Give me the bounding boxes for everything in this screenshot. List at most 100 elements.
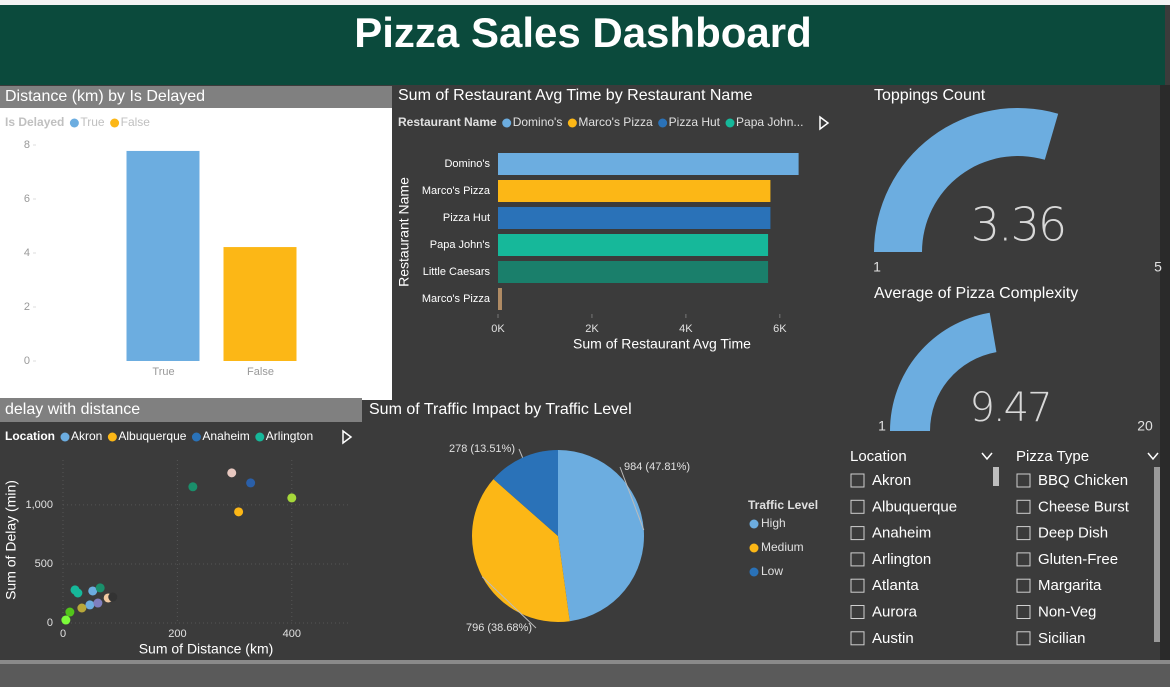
- gauge-value: 3.36: [971, 198, 1065, 252]
- x-tick-label: 200: [168, 628, 186, 640]
- legend-label: High: [761, 516, 786, 530]
- x-tick-label: 4K: [679, 323, 693, 335]
- pie-slice: [558, 450, 644, 622]
- slicer-title: Location: [850, 448, 907, 465]
- bar: [498, 261, 769, 283]
- slicer-item: Gluten-Free: [1038, 551, 1118, 568]
- y-tick-label: 6: [24, 193, 30, 205]
- bar: [498, 153, 799, 175]
- bar: [498, 288, 502, 310]
- legend-label: Domino's: [513, 115, 563, 129]
- x-tick-label: 2K: [585, 323, 599, 335]
- checkbox: [1016, 473, 1031, 488]
- legend-label: True: [80, 115, 105, 129]
- legend-marker: [749, 543, 759, 553]
- y-tick-label: 0: [47, 617, 53, 629]
- y-tick-label: Marco's Pizza: [422, 185, 491, 197]
- legend-marker: [60, 432, 70, 442]
- legend-marker: [191, 432, 201, 442]
- checkbox: [850, 473, 865, 488]
- y-tick-label: 1,000: [25, 499, 53, 511]
- scrollbar: [993, 467, 999, 486]
- checkbox: [850, 552, 865, 567]
- gauge-min: 1: [878, 418, 886, 434]
- y-tick-label: Pizza Hut: [443, 212, 490, 224]
- y-tick-label: Marco's Pizza: [422, 293, 491, 305]
- slicer-title: Pizza Type: [1016, 448, 1089, 465]
- legend-label: Medium: [761, 540, 804, 554]
- legend-marker: [658, 118, 668, 128]
- scatter-point: [227, 468, 237, 478]
- scatter-point: [234, 507, 244, 517]
- scatter-point: [70, 585, 80, 595]
- y-axis-label: Sum of Delay (min): [3, 480, 19, 600]
- gauge-max: 5: [1154, 259, 1162, 275]
- x-tick-label: True: [152, 366, 174, 378]
- scrollbar: [1154, 467, 1160, 642]
- chart-title: Average of Pizza Complexity: [874, 285, 1078, 302]
- x-tick-label: 0: [60, 628, 66, 640]
- y-tick-label: Papa John's: [430, 239, 491, 251]
- leader-line: [518, 448, 524, 458]
- y-tick-label: 2: [24, 301, 30, 313]
- slicer-item: Arlington: [872, 551, 931, 568]
- data-label: 796 (38.68%): [466, 622, 532, 634]
- gauge-max: 20: [1137, 418, 1153, 434]
- slicer-dropdown: [1147, 452, 1159, 461]
- chart-title: Toppings Count: [874, 87, 986, 104]
- x-tick-label: 0K: [491, 323, 505, 335]
- legend-marker: [749, 519, 759, 529]
- bottom-bar-edge: [0, 660, 1170, 664]
- legend-title: Location: [5, 429, 55, 443]
- legend-marker: [110, 118, 120, 128]
- legend-title: Is Delayed: [5, 115, 64, 129]
- x-tick-label: 6K: [773, 323, 787, 335]
- x-tick-label: False: [247, 366, 274, 378]
- x-tick-label: 400: [283, 628, 301, 640]
- checkbox: [850, 499, 865, 514]
- legend-label: Pizza Hut: [669, 115, 721, 129]
- checkbox: [850, 526, 865, 541]
- data-label: 984 (47.81%): [624, 461, 690, 473]
- bar: [223, 247, 297, 361]
- y-tick-label: 8: [24, 139, 30, 151]
- slicer-item: Atlanta: [872, 577, 919, 594]
- x-axis-label: Sum of Distance (km): [139, 641, 274, 657]
- panel-title-bar: [0, 398, 362, 422]
- checkbox: [1016, 631, 1031, 646]
- scatter-point: [188, 482, 198, 492]
- data-label: 278 (13.51%): [449, 443, 515, 455]
- pie-slice: [493, 450, 558, 536]
- legend-label: Papa John...: [736, 115, 803, 129]
- scatter-point: [61, 615, 71, 625]
- panel-title-bar: [0, 86, 392, 108]
- legend-label: False: [121, 115, 151, 129]
- legend-label: Albuquerque: [118, 429, 186, 443]
- checkbox: [850, 631, 865, 646]
- y-tick-label: Domino's: [444, 158, 490, 170]
- bar: [126, 150, 200, 361]
- slicer-item: Non-Veg: [1038, 603, 1096, 620]
- slicer-dropdown: [981, 452, 993, 461]
- scatter-point: [287, 493, 297, 503]
- bar: [498, 180, 771, 202]
- legend-marker: [749, 567, 759, 577]
- chart-title: delay with distance: [5, 401, 140, 418]
- checkbox: [850, 605, 865, 619]
- bar: [498, 234, 769, 256]
- slicer-item: Deep Dish: [1038, 525, 1108, 542]
- slicer-item: BBQ Chicken: [1038, 472, 1128, 489]
- bottom-bar: [0, 660, 1170, 687]
- legend-marker: [725, 118, 735, 128]
- pie-slice: [471, 479, 570, 623]
- scatter-point: [65, 607, 75, 617]
- checkbox: [1016, 526, 1031, 541]
- checkbox: [1016, 552, 1031, 567]
- scatter-point: [95, 583, 105, 593]
- slicer-item: Sicilian: [1038, 630, 1086, 647]
- leader-line: [619, 466, 645, 531]
- legend-marker: [69, 118, 79, 128]
- slicer-item: Albuquerque: [872, 498, 957, 515]
- legend-title: Restaurant Name: [398, 115, 497, 129]
